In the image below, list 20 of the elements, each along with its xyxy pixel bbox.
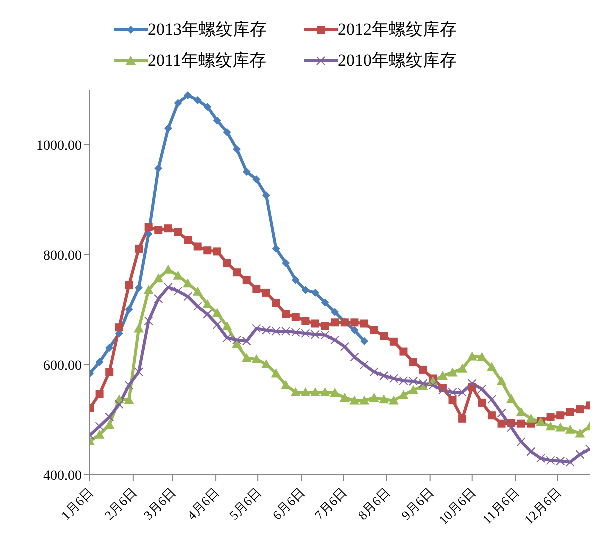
legend-label: 2010年螺纹库存 [338, 50, 457, 72]
x-tick-label: 3月6日 [140, 484, 179, 523]
x-tick-label: 6月6日 [270, 484, 308, 523]
x-tick-label: 12月6日 [521, 484, 564, 528]
x-tick-label: 8月6日 [355, 484, 394, 523]
x-tick-label: 4月6日 [184, 484, 222, 523]
x-tick-label: 10月6日 [436, 484, 479, 528]
x-tick-label: 2月6日 [102, 484, 140, 523]
x-tick-label: 1月6日 [58, 484, 96, 523]
y-tick-label: 600.00 [44, 358, 82, 374]
y-tick-label: 1000.00 [36, 138, 82, 154]
x-tick-label: 5月6日 [226, 484, 264, 523]
x-tick-label: 9月6日 [398, 484, 437, 523]
legend-label: 2011年螺纹库存 [148, 50, 266, 72]
y-tick-label: 400.00 [44, 468, 82, 484]
x-tick-label: 11月6日 [480, 484, 522, 528]
y-tick-label: 800.00 [44, 248, 82, 264]
legend-label: 2013年螺纹库存 [148, 19, 267, 41]
legend-label: 2012年螺纹库存 [338, 19, 457, 41]
x-tick-label: 7月6日 [312, 484, 350, 523]
